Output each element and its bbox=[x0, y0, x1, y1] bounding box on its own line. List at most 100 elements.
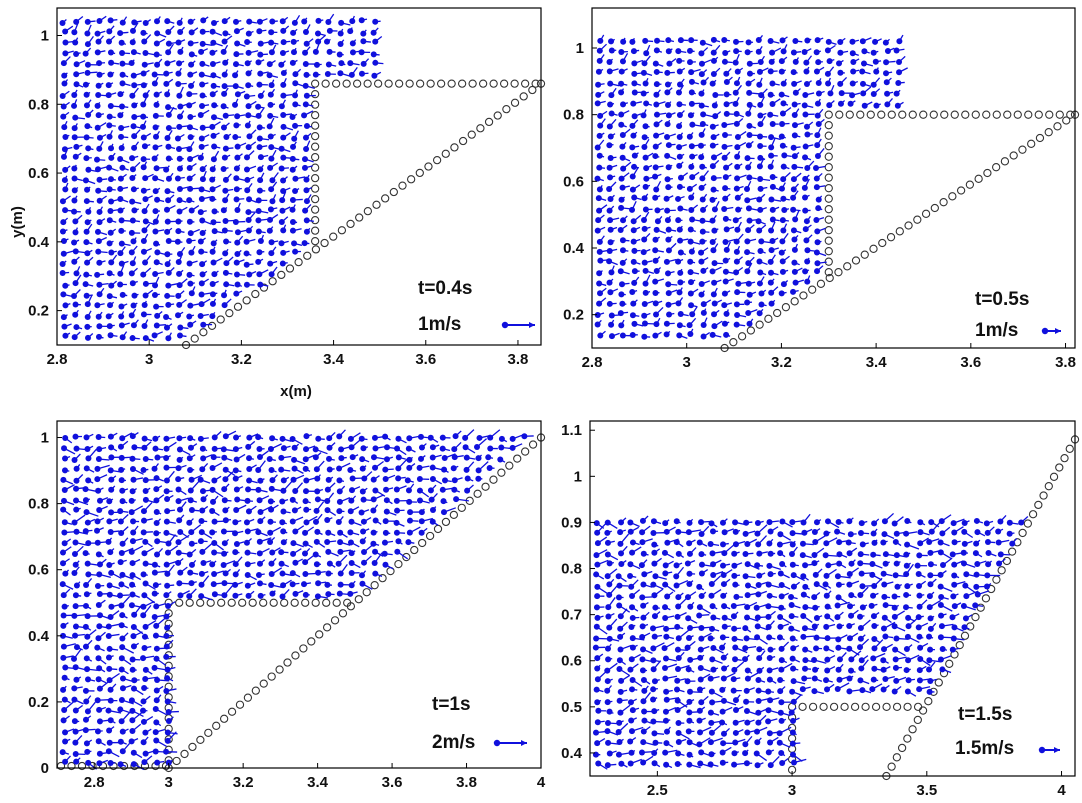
velocity-particle bbox=[244, 549, 251, 556]
velocity-particle bbox=[381, 539, 388, 546]
velocity-particle bbox=[210, 259, 217, 266]
velocity-particle bbox=[105, 82, 112, 89]
boundary-particle bbox=[227, 707, 237, 716]
boundary-particle bbox=[982, 110, 991, 119]
velocity-particle bbox=[620, 38, 627, 45]
velocity-particle bbox=[117, 207, 124, 214]
velocity-particle bbox=[755, 36, 762, 43]
velocity-particle bbox=[153, 486, 160, 493]
velocity-particle bbox=[777, 550, 784, 557]
velocity-particle bbox=[222, 476, 229, 483]
velocity-particle bbox=[96, 71, 103, 78]
velocity-particle bbox=[676, 81, 683, 88]
velocity-particle bbox=[663, 528, 670, 535]
boundary-particle bbox=[1044, 128, 1053, 137]
velocity-particle bbox=[197, 312, 204, 319]
velocity-particle bbox=[884, 48, 891, 55]
velocity-particle bbox=[347, 508, 354, 515]
y-tick-label: 0.8 bbox=[28, 96, 49, 113]
velocity-particle bbox=[210, 156, 217, 163]
velocity-particle bbox=[827, 90, 834, 97]
velocity-particle bbox=[292, 488, 299, 495]
velocity-particle bbox=[338, 455, 345, 462]
velocity-particle bbox=[222, 187, 229, 194]
velocity-particle bbox=[675, 258, 682, 265]
velocity-particle bbox=[837, 49, 844, 56]
velocity-particle bbox=[142, 335, 149, 342]
velocity-particle bbox=[186, 551, 193, 558]
velocity-particle bbox=[153, 51, 160, 58]
velocity-particle bbox=[813, 216, 820, 223]
velocity-particle bbox=[870, 592, 877, 599]
velocity-particle bbox=[629, 549, 636, 556]
velocity-particle bbox=[597, 112, 604, 119]
velocity-particle bbox=[757, 175, 764, 182]
boundary-particle bbox=[269, 598, 278, 607]
velocity-particle bbox=[94, 156, 101, 163]
velocity-particle bbox=[710, 57, 717, 64]
velocity-particle bbox=[255, 434, 262, 441]
velocity-particle bbox=[824, 518, 831, 525]
velocity-particle bbox=[209, 529, 216, 536]
velocity-particle bbox=[257, 477, 264, 484]
velocity-particle bbox=[961, 540, 968, 547]
velocity-particle bbox=[96, 750, 103, 757]
velocity-particle bbox=[372, 59, 379, 66]
velocity-particle bbox=[824, 47, 831, 54]
velocity-particle bbox=[710, 49, 717, 56]
velocity-particle bbox=[129, 581, 136, 588]
velocity-particle bbox=[617, 613, 624, 620]
velocity-particle bbox=[688, 143, 695, 150]
velocity-particle bbox=[686, 519, 693, 526]
velocity-particle bbox=[792, 216, 799, 223]
velocity-particle bbox=[71, 187, 78, 194]
boundary-particle bbox=[441, 517, 451, 527]
velocity-particle bbox=[661, 549, 668, 556]
velocity-particle bbox=[324, 507, 331, 514]
velocity-particle bbox=[152, 218, 159, 225]
boundary-particle bbox=[212, 721, 221, 730]
velocity-particle bbox=[348, 570, 355, 577]
velocity-particle bbox=[187, 280, 194, 287]
velocity-particle bbox=[802, 91, 809, 98]
velocity-particle bbox=[302, 550, 309, 557]
velocity-particle bbox=[757, 185, 764, 192]
velocity-particle bbox=[780, 281, 787, 288]
velocity-particle bbox=[721, 205, 728, 212]
velocity-particle bbox=[82, 528, 89, 535]
boundary-particle bbox=[808, 285, 817, 294]
velocity-particle bbox=[62, 39, 69, 46]
velocity-particle bbox=[926, 539, 933, 546]
velocity-particle bbox=[289, 581, 296, 588]
velocity-particle bbox=[233, 186, 240, 193]
velocity-particle bbox=[734, 289, 741, 296]
boundary-particle bbox=[1003, 110, 1012, 119]
velocity-particle bbox=[395, 475, 402, 482]
boundary-particle bbox=[398, 181, 407, 190]
velocity-particle bbox=[652, 604, 659, 611]
velocity-particle bbox=[60, 632, 67, 639]
x-tick-label: 3.2 bbox=[771, 354, 792, 371]
boundary-particle bbox=[1035, 133, 1045, 143]
velocity-particle bbox=[884, 101, 891, 108]
velocity-particle bbox=[164, 675, 171, 682]
velocity-particle bbox=[789, 561, 796, 568]
boundary-particle bbox=[196, 598, 205, 607]
velocity-particle bbox=[903, 530, 910, 537]
velocity-particle bbox=[266, 227, 273, 234]
velocity-particle bbox=[870, 81, 877, 88]
velocity-particle bbox=[628, 583, 635, 590]
velocity-particle bbox=[209, 486, 216, 493]
velocity-particle bbox=[606, 59, 613, 66]
velocity-particle bbox=[257, 40, 264, 47]
velocity-particle bbox=[734, 226, 741, 233]
velocity-particle bbox=[72, 433, 79, 440]
velocity-particle bbox=[778, 604, 785, 611]
velocity-particle bbox=[815, 59, 822, 66]
velocity-particle bbox=[153, 697, 160, 704]
velocity-particle bbox=[234, 91, 241, 98]
velocity-particle bbox=[130, 761, 137, 768]
velocity-particle bbox=[791, 259, 798, 266]
x-tick-label: 3.6 bbox=[382, 774, 403, 791]
velocity-particle bbox=[790, 176, 797, 183]
